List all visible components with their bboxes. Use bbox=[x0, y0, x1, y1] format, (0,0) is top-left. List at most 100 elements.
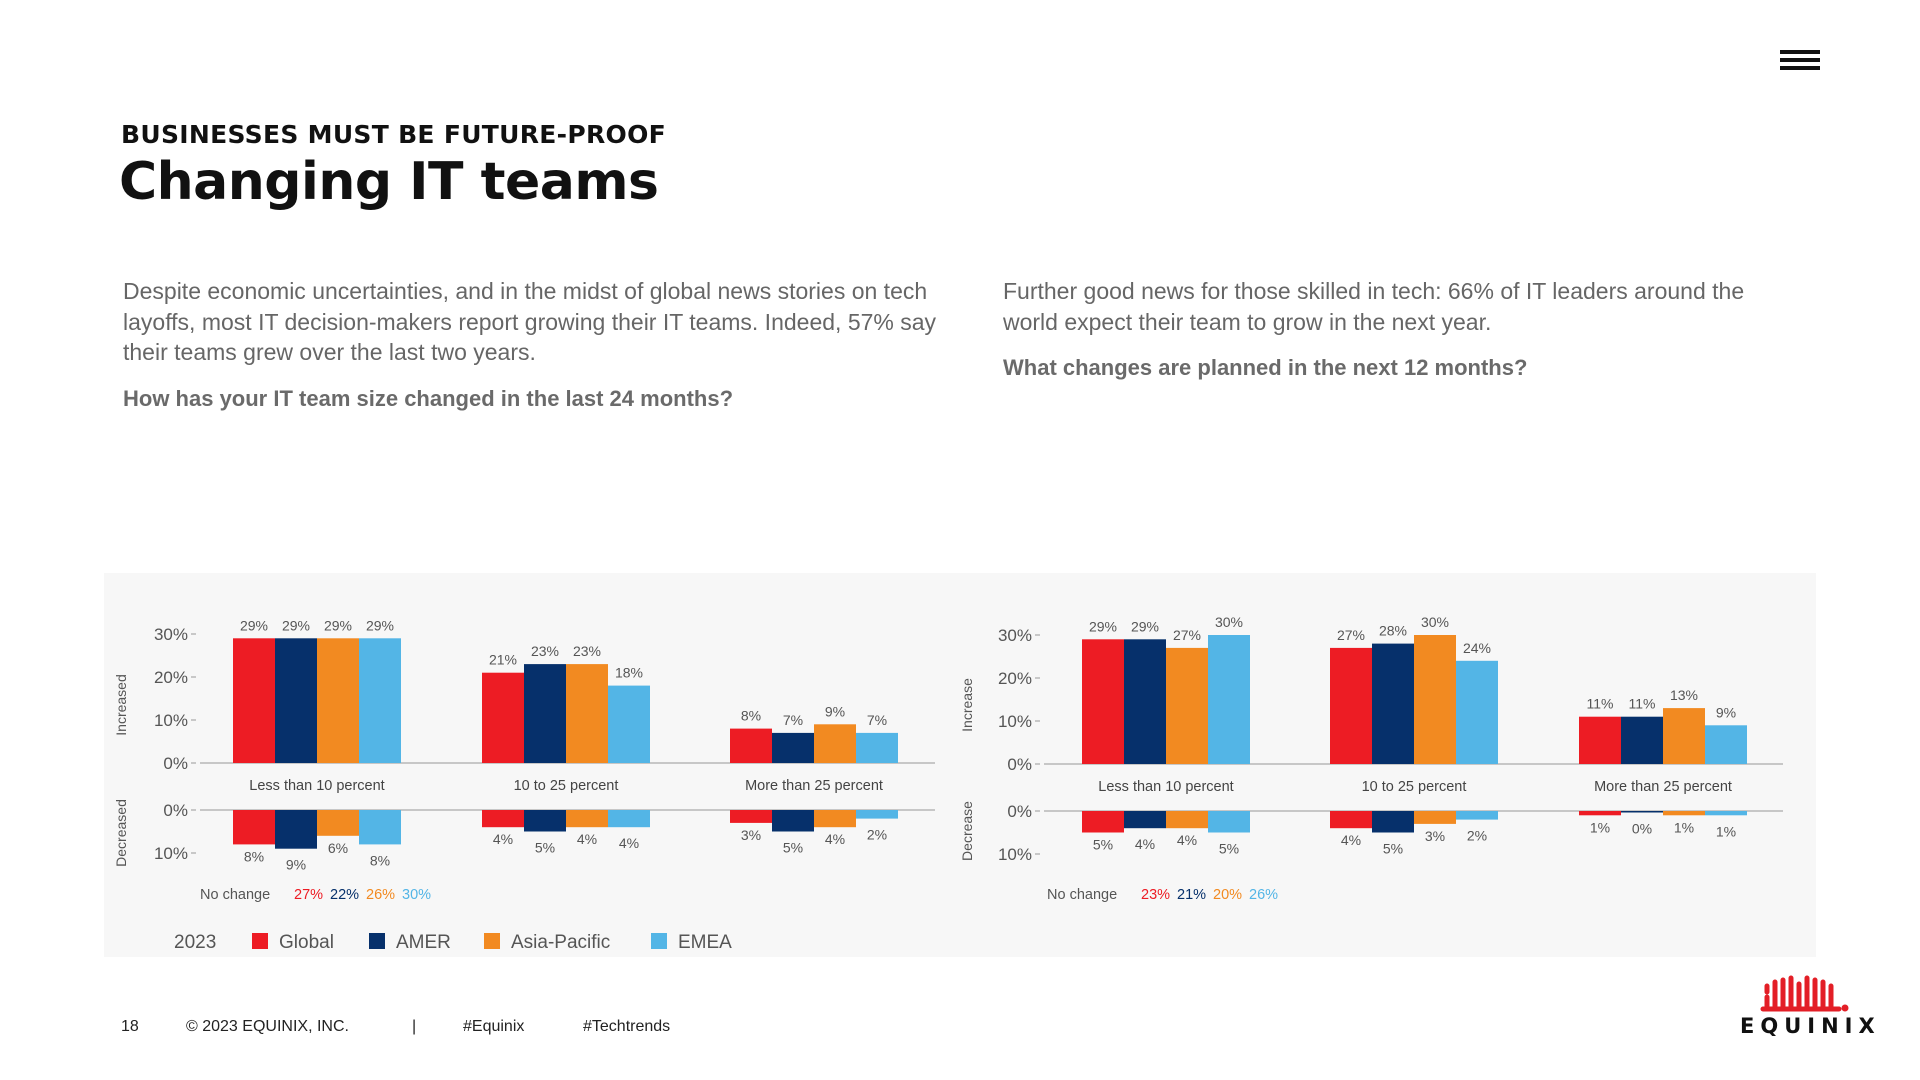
bar-increase bbox=[524, 664, 566, 763]
no-change-value: 30% bbox=[402, 887, 431, 903]
bar-decrease bbox=[1621, 811, 1663, 813]
data-label-increase: 11% bbox=[1587, 696, 1614, 712]
data-label-increase: 11% bbox=[1629, 696, 1656, 712]
bar-increase bbox=[482, 672, 524, 763]
no-change-value: 21% bbox=[1177, 887, 1206, 903]
category-label: 10 to 25 percent bbox=[514, 778, 619, 794]
data-label-increase: 29% bbox=[282, 617, 310, 633]
bar-increase bbox=[275, 638, 317, 763]
data-label-decrease: 8% bbox=[244, 848, 264, 864]
category-label: More than 25 percent bbox=[1594, 779, 1732, 795]
legend-swatch bbox=[651, 933, 667, 949]
bar-decrease bbox=[772, 810, 814, 832]
category-label: Less than 10 percent bbox=[1098, 779, 1233, 795]
category-label: Less than 10 percent bbox=[249, 778, 384, 794]
data-label-decrease: 5% bbox=[1219, 841, 1239, 857]
y-tick-label: 0% bbox=[1007, 755, 1032, 774]
bar-decrease bbox=[359, 810, 401, 845]
data-label-increase: 27% bbox=[1173, 627, 1201, 643]
legend-year: 2023 bbox=[174, 932, 216, 953]
y-tick-label: 10% bbox=[154, 711, 188, 730]
page-title: Changing IT teams bbox=[119, 152, 659, 212]
bar-increase bbox=[1166, 647, 1208, 764]
data-label-decrease: 6% bbox=[328, 840, 348, 856]
bar-decrease bbox=[1663, 811, 1705, 816]
data-label-decrease: 9% bbox=[286, 857, 306, 873]
y-tick-label: 30% bbox=[998, 626, 1032, 645]
no-change-label: No change bbox=[1047, 887, 1117, 903]
bar-decrease bbox=[1414, 811, 1456, 824]
data-label-increase: 21% bbox=[489, 652, 517, 668]
category-label: More than 25 percent bbox=[745, 778, 883, 794]
bar-decrease bbox=[1579, 811, 1621, 816]
data-label-decrease: 2% bbox=[1467, 828, 1487, 844]
data-label-increase: 28% bbox=[1379, 623, 1407, 639]
data-label-decrease: 0% bbox=[1632, 821, 1652, 837]
data-label-decrease: 4% bbox=[493, 831, 513, 847]
data-label-increase: 29% bbox=[366, 617, 394, 633]
y-tick-label: 10% bbox=[998, 845, 1032, 864]
right-paragraph: Further good news for those skilled in t… bbox=[1003, 278, 1745, 335]
y-tick-label: 0% bbox=[1007, 802, 1032, 821]
bar-decrease bbox=[608, 810, 650, 828]
footer-separator: | bbox=[412, 1018, 417, 1035]
y-tick-label: 0% bbox=[163, 801, 188, 820]
right-question: What changes are planned in the next 12 … bbox=[1003, 355, 1528, 380]
bar-decrease bbox=[1372, 811, 1414, 833]
y-tick-label: 0% bbox=[163, 754, 188, 773]
data-label-decrease: 2% bbox=[867, 827, 887, 843]
legend-swatch bbox=[369, 933, 385, 949]
y-axis-label-decrease: Decreased bbox=[113, 799, 129, 867]
bar-increase bbox=[1372, 643, 1414, 764]
no-change-value: 26% bbox=[1249, 887, 1278, 903]
data-label-increase: 30% bbox=[1215, 614, 1243, 630]
footer-tag-equinix[interactable]: #Equinix bbox=[463, 1018, 525, 1035]
left-paragraph: Despite economic uncertainties, and in t… bbox=[123, 278, 937, 365]
bar-increase bbox=[1414, 635, 1456, 764]
data-label-decrease: 3% bbox=[741, 827, 761, 843]
bar-increase bbox=[1456, 660, 1498, 764]
data-label-decrease: 4% bbox=[1177, 832, 1197, 848]
y-axis-label-increase: Increased bbox=[113, 674, 129, 735]
no-change-value: 23% bbox=[1141, 887, 1170, 903]
data-label-increase: 13% bbox=[1670, 687, 1698, 703]
data-label-increase: 7% bbox=[783, 712, 803, 728]
bar-decrease bbox=[1082, 811, 1124, 833]
data-label-increase: 9% bbox=[1716, 704, 1736, 720]
legend-label: Asia-Pacific bbox=[511, 932, 610, 953]
legend-swatch bbox=[252, 933, 268, 949]
data-label-decrease: 4% bbox=[619, 835, 639, 851]
bar-increase bbox=[1124, 639, 1166, 764]
legend-label: Global bbox=[279, 932, 334, 953]
data-label-decrease: 5% bbox=[1093, 837, 1113, 853]
data-label-increase: 23% bbox=[531, 643, 559, 659]
data-label-increase: 29% bbox=[1131, 618, 1159, 634]
section-eyebrow: BUSINESSES MUST BE FUTURE-PROOF bbox=[121, 120, 667, 149]
data-label-decrease: 1% bbox=[1716, 823, 1736, 839]
bar-decrease bbox=[566, 810, 608, 828]
data-label-increase: 7% bbox=[867, 712, 887, 728]
no-change-value: 26% bbox=[366, 887, 395, 903]
bar-decrease bbox=[1456, 811, 1498, 820]
no-change-value: 27% bbox=[294, 887, 323, 903]
data-label-increase: 27% bbox=[1337, 627, 1365, 643]
bar-decrease bbox=[1124, 811, 1166, 829]
bar-decrease bbox=[317, 810, 359, 836]
equinix-logo-icon bbox=[1760, 975, 1849, 1012]
hamburger-menu-icon[interactable] bbox=[1780, 50, 1820, 70]
bar-increase bbox=[359, 638, 401, 763]
data-label-increase: 29% bbox=[240, 617, 268, 633]
data-label-decrease: 5% bbox=[535, 840, 555, 856]
footer-page-number: 18 bbox=[121, 1018, 139, 1035]
data-label-decrease: 1% bbox=[1674, 819, 1694, 835]
bar-increase bbox=[730, 728, 772, 763]
bar-increase bbox=[1330, 647, 1372, 764]
bar-increase bbox=[814, 724, 856, 763]
data-label-increase: 9% bbox=[825, 703, 845, 719]
footer-tag-techtrends[interactable]: #Techtrends bbox=[583, 1018, 671, 1035]
footer-copyright: © 2023 EQUINIX, INC. bbox=[186, 1018, 349, 1035]
bar-decrease bbox=[1166, 811, 1208, 829]
y-tick-label: 10% bbox=[998, 712, 1032, 731]
bar-decrease bbox=[1330, 811, 1372, 829]
data-label-increase: 18% bbox=[615, 665, 643, 681]
